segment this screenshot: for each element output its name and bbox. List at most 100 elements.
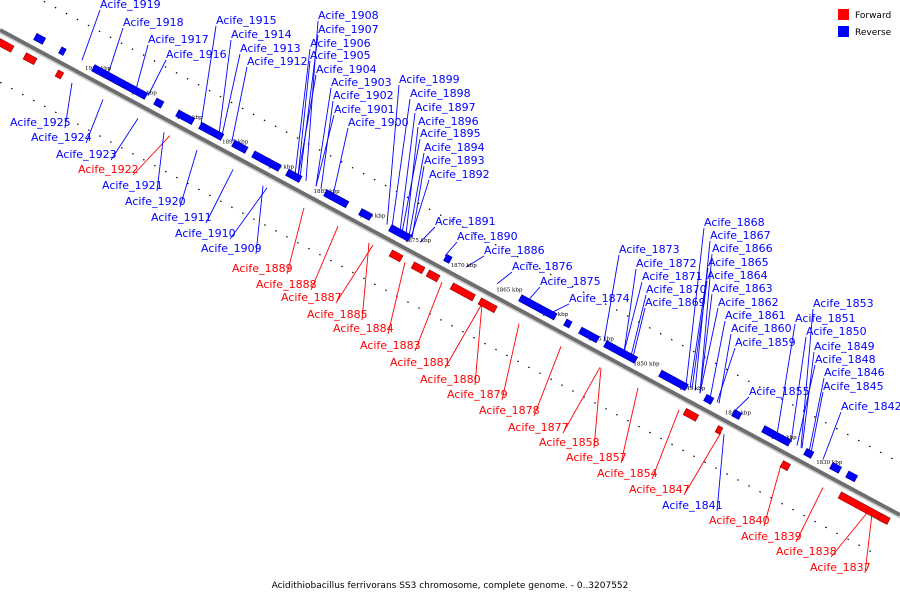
gene-label-left-5: Acife_1920	[125, 195, 186, 208]
leader-rev-17	[386, 84, 400, 225]
leader-left-13	[387, 262, 406, 335]
forward-gene-10	[779, 460, 791, 472]
leader-rev-5	[218, 39, 232, 135]
gene-label-rev-20: Acife_1896	[418, 115, 479, 128]
reverse-gene-8	[285, 168, 303, 183]
forward-gene-6	[449, 282, 476, 302]
reverse-gene-20	[761, 425, 792, 447]
kbp-tick-8: 1870 kbp	[451, 263, 478, 269]
gene-label-left-18: Acife_1878	[479, 404, 540, 417]
leader-rev-22	[408, 152, 425, 237]
gene-labels: Acife_1919 Acife_1918 Acife_1917 Acife_1916…	[10, 0, 900, 574]
gene-label-rev-19: Acife_1897	[415, 101, 476, 114]
leader-left-17	[501, 323, 520, 401]
leader-left-22	[651, 409, 680, 480]
reverse-gene-5	[198, 121, 225, 141]
forward-gene-1	[22, 52, 38, 66]
leader-left-28	[864, 513, 873, 574]
leader-rev-44	[718, 333, 732, 404]
leader-rev-28	[496, 271, 513, 285]
reverse-gene-15	[578, 326, 600, 344]
leader-rev-11	[297, 60, 311, 177]
gene-label-rev-12: Acife_1904	[316, 63, 377, 76]
gene-label-left-3: Acife_1922	[78, 163, 139, 176]
gene-label-rev-11: Acife_1905	[310, 49, 371, 62]
gene-label-rev-53: Acife_1845	[823, 380, 884, 393]
leader-rev-36	[685, 227, 705, 386]
reverse-gene-10	[358, 208, 373, 221]
gene-label-rev-28: Acife_1876	[512, 260, 573, 273]
gene-label-rev-9: Acife_1907	[318, 23, 379, 36]
reverse-gene-12	[443, 253, 453, 264]
gene-label-left-4: Acife_1921	[102, 179, 163, 192]
gene-label-left-15: Acife_1881	[390, 356, 451, 369]
gene-label-rev-6: Acife_1913	[240, 42, 301, 55]
reverse-gene-6	[231, 139, 249, 154]
leader-left-8	[255, 185, 264, 255]
leader-left-19	[562, 367, 601, 434]
gene-label-left-25: Acife_1840	[709, 514, 770, 527]
leader-rev-50	[801, 351, 815, 449]
gene-label-rev-2: Acife_1917	[148, 33, 209, 46]
gene-label-rev-41: Acife_1863	[712, 282, 773, 295]
leader-left-21	[620, 387, 639, 464]
leader-rev-10	[294, 48, 311, 176]
gene-label-rev-36: Acife_1868	[704, 216, 765, 229]
leader-rev-19	[399, 112, 416, 232]
gene-label-rev-23: Acife_1893	[424, 154, 485, 167]
leader-rev-43	[709, 320, 726, 399]
gene-label-rev-4: Acife_1915	[216, 14, 277, 27]
kbp-tick-6: 1880 kbp	[359, 214, 386, 220]
gene-label-rev-0: Acife_1919	[100, 0, 161, 11]
gene-label-rev-16: Acife_1900	[348, 116, 409, 129]
gene-label-left-11: Acife_1887	[281, 291, 342, 304]
gene-label-rev-33: Acife_1871	[642, 270, 703, 283]
leader-left-26	[795, 487, 824, 543]
reverse-gene-18	[703, 394, 715, 405]
leader-left-24	[716, 434, 725, 512]
leader-rev-47	[800, 308, 814, 448]
legend-forward-swatch	[838, 9, 849, 20]
leader-rev-13	[315, 87, 332, 187]
kbp-tick-11: 1855 kbp	[588, 337, 615, 343]
forward-gene-7	[477, 297, 498, 314]
leader-rev-21	[401, 138, 421, 233]
gene-label-left-1: Acife_1924	[31, 131, 92, 144]
gene-label-rev-29: Acife_1875	[540, 275, 601, 288]
gene-label-left-2: Acife_1923	[56, 148, 117, 161]
leader-rev-16	[332, 127, 349, 196]
gene-label-left-10: Acife_1888	[256, 278, 317, 291]
leader-rev-32	[623, 268, 637, 353]
reverse-gene-22	[829, 461, 843, 474]
leader-left-6	[205, 169, 234, 224]
gene-label-rev-3: Acife_1916	[166, 48, 227, 61]
leader-rev-52	[808, 377, 825, 453]
kbp-tick-16: 1830 kbp	[816, 460, 843, 466]
gene-label-left-13: Acife_1884	[333, 322, 394, 335]
leader-rev-30	[550, 303, 570, 314]
leader-left-5	[179, 150, 198, 208]
reverse-gene-1	[58, 46, 67, 56]
gene-label-rev-30: Acife_1874	[569, 292, 630, 305]
label-leader-lines	[64, 9, 873, 574]
leader-rev-0	[81, 9, 101, 61]
leader-rev-18	[391, 98, 411, 228]
reverse-gene-21	[803, 447, 815, 459]
gene-label-rev-10: Acife_1906	[310, 37, 371, 50]
gene-label-rev-21: Acife_1895	[420, 127, 481, 140]
gene-label-rev-45: Acife_1859	[735, 336, 796, 349]
reverse-gene-2	[91, 64, 149, 100]
leader-rev-51	[796, 364, 816, 446]
reverse-gene-16	[603, 340, 639, 364]
gene-label-left-6: Acife_1911	[151, 211, 212, 224]
gene-label-left-12: Acife_1885	[307, 308, 368, 321]
gene-label-rev-52: Acife_1846	[824, 366, 885, 379]
leader-rev-26	[444, 241, 458, 257]
gene-label-rev-8: Acife_1908	[318, 9, 379, 22]
gene-label-left-22: Acife_1854	[597, 467, 658, 480]
gene-label-left-14: Acife_1883	[360, 339, 421, 352]
kbp-tick-12: 1850 kbp	[633, 361, 660, 367]
reverse-gene-23	[845, 470, 859, 483]
leader-rev-49	[790, 336, 807, 443]
